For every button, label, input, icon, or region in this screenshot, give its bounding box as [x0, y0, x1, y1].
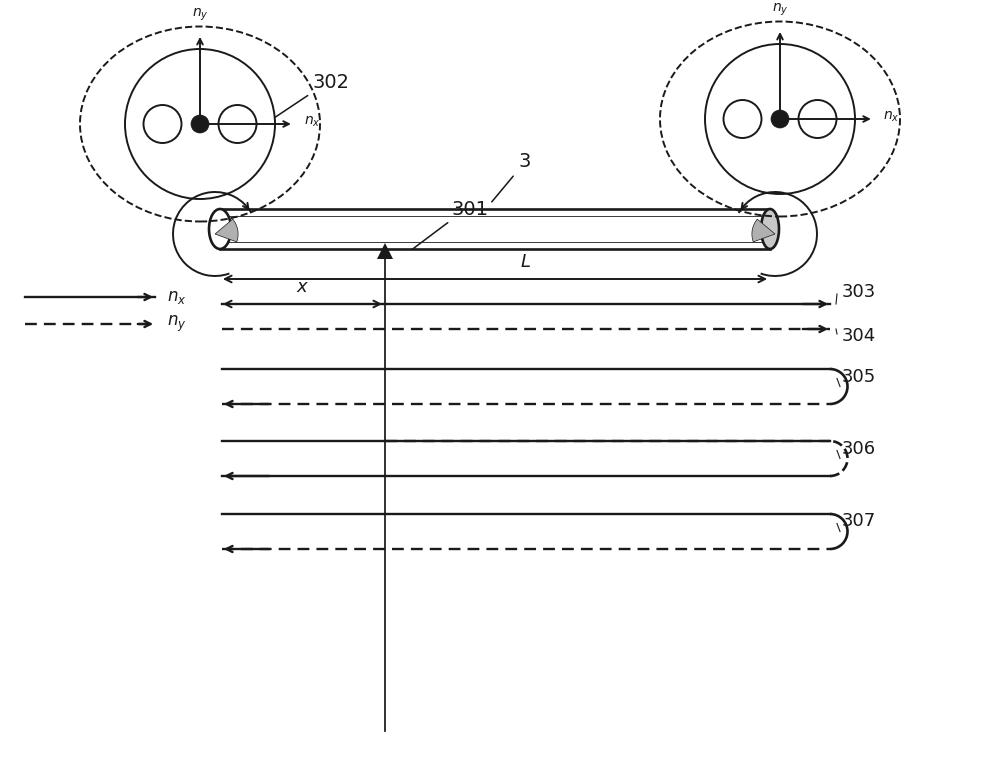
Text: 302: 302 — [312, 73, 349, 92]
Wedge shape — [752, 219, 775, 242]
Circle shape — [144, 105, 182, 143]
Ellipse shape — [209, 209, 231, 249]
Text: 303: 303 — [842, 283, 876, 301]
Circle shape — [724, 100, 762, 138]
Text: $n_y$: $n_y$ — [167, 314, 187, 334]
Bar — [220, 209, 770, 249]
Circle shape — [705, 44, 855, 194]
Text: 3: 3 — [518, 152, 530, 171]
Text: 304: 304 — [842, 327, 876, 345]
Text: 305: 305 — [842, 367, 876, 386]
Circle shape — [218, 105, 256, 143]
Text: 307: 307 — [842, 512, 876, 531]
Text: $x$: $x$ — [296, 278, 309, 296]
Circle shape — [125, 49, 275, 199]
Text: 301: 301 — [452, 200, 489, 219]
Text: $n_x$: $n_x$ — [167, 288, 187, 306]
Text: $n_x$: $n_x$ — [304, 115, 320, 129]
Text: $n_x$: $n_x$ — [884, 110, 900, 124]
Ellipse shape — [761, 209, 779, 249]
Text: $L$: $L$ — [520, 253, 530, 271]
Wedge shape — [215, 219, 238, 242]
Text: $n_y$: $n_y$ — [772, 2, 788, 17]
Circle shape — [799, 100, 837, 138]
Circle shape — [191, 115, 209, 133]
Text: 306: 306 — [842, 439, 876, 458]
Text: $n_y$: $n_y$ — [192, 6, 208, 23]
Circle shape — [771, 110, 789, 128]
